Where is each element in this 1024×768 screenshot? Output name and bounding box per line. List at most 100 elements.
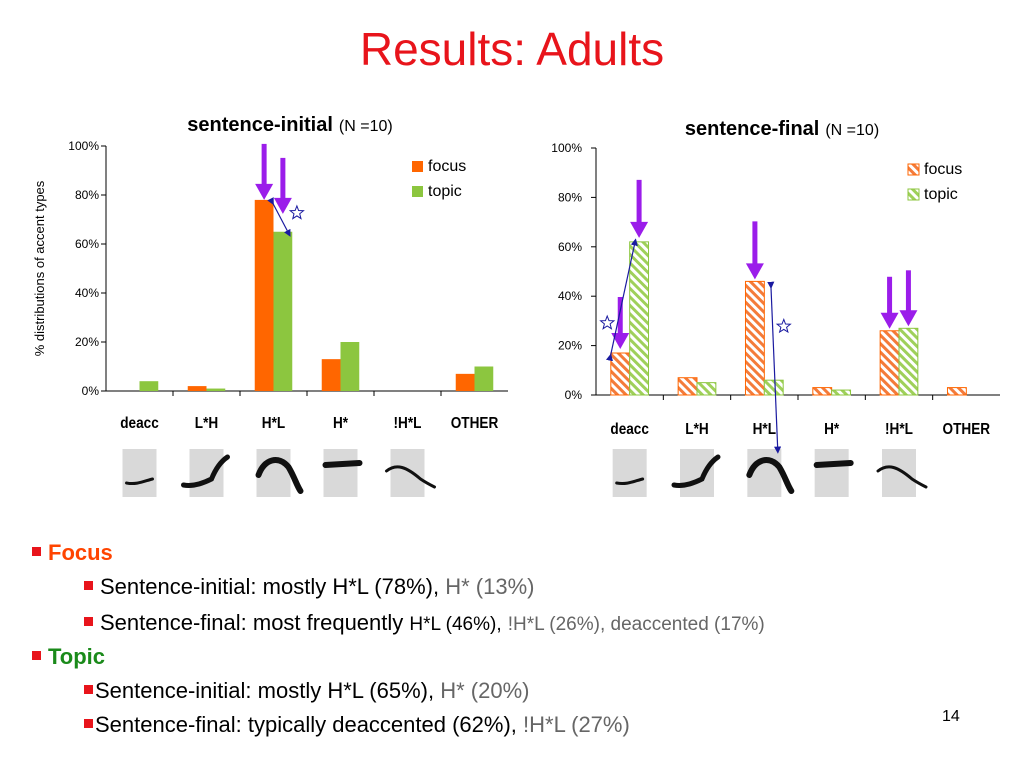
- bar-focus-H*L: [744, 280, 765, 396]
- bar-topic-deacc: [139, 381, 159, 391]
- x-tick-label: H*L: [753, 421, 776, 438]
- pitch-contour-icon: [181, 454, 230, 488]
- pitch-contour-icon: [813, 460, 854, 468]
- contour-box: [189, 449, 224, 497]
- bar-topic-deacc: [629, 241, 650, 396]
- contour-box: [390, 449, 425, 497]
- bullet-focus: Focus: [32, 540, 113, 566]
- topic-initial-minor: H* (20%): [440, 678, 530, 703]
- pitch-contour-icon: [255, 457, 304, 494]
- contour-box: [323, 449, 358, 497]
- chart-title-main: sentence-final: [685, 118, 819, 140]
- focus-initial-main: Sentence-initial: mostly H*L (78%),: [100, 574, 440, 599]
- pitch-contour-icon: [876, 465, 928, 489]
- x-tick-label: !H*L: [394, 415, 422, 432]
- chart-sentence-final: sentence-final (N =10) 0% 20% 40% 60% 80% 100% d…: [551, 118, 1000, 497]
- bar-topic-H*L: [763, 379, 784, 396]
- pitch-contour-icon: [671, 454, 721, 488]
- bullet-square-icon: [84, 684, 93, 694]
- highlight-arrow-icon: [630, 221, 649, 238]
- topic-final-main: Sentence-final: typically deaccented (62…: [95, 712, 517, 737]
- pitch-contour-icon: [385, 465, 436, 489]
- contour-box: [882, 449, 916, 497]
- bar-focus-H*: [321, 359, 341, 391]
- y-tick-label: 20%: [558, 339, 582, 353]
- x-tick-label: H*: [333, 415, 348, 432]
- x-tick-label: deacc: [120, 415, 159, 432]
- focus-final-minor: !H*L (26%), deaccented (17%): [507, 614, 765, 635]
- y-tick-label: 0%: [82, 384, 100, 398]
- x-tick-label: deacc: [610, 421, 649, 438]
- bar-focus-H*L: [254, 199, 274, 391]
- x-tick-label: !H*L: [885, 421, 913, 438]
- y-tick-label: 0%: [565, 388, 583, 402]
- bar-focus-deacc: [610, 352, 631, 396]
- legend-swatch-focus: [907, 163, 920, 176]
- focus-initial-minor: H* (13%): [445, 574, 535, 599]
- bar-topic-H*: [340, 342, 360, 391]
- y-tick-label: 100%: [551, 141, 582, 155]
- y-tick-label: 60%: [75, 237, 99, 251]
- page-number: 14: [942, 708, 960, 725]
- focus-final-main: Sentence-final: most frequently: [100, 610, 404, 635]
- topic-final-minor: !H*L (27%): [523, 712, 630, 737]
- difference-connector: [767, 281, 782, 454]
- x-tick-label: OTHER: [451, 415, 499, 432]
- contour-box: [122, 449, 157, 497]
- highlight-arrow-icon: [899, 310, 918, 327]
- pitch-contour-icon: [125, 477, 154, 485]
- legend-label-topic: topic: [428, 183, 462, 200]
- y-tick-label: 20%: [75, 335, 99, 349]
- bar-focus-L*H: [187, 386, 207, 391]
- contour-box: [612, 449, 647, 497]
- bullet-focus-final: Sentence-final: most frequently H*L (46%…: [84, 610, 765, 636]
- y-tick-label: 40%: [558, 289, 582, 303]
- legend-swatch-topic: [412, 186, 423, 197]
- bar-topic-L*H: [696, 382, 717, 396]
- x-tick-label: H*L: [262, 415, 285, 432]
- chart-title-main: sentence-initial: [187, 114, 333, 136]
- chart-title-n: (N =10): [339, 118, 393, 135]
- slide-title: Results: Adults: [359, 23, 665, 75]
- focus-label: Focus: [48, 540, 113, 565]
- bar-focus-L*H: [677, 377, 698, 396]
- chart-title-n: (N =10): [825, 122, 879, 139]
- topic-initial-main: Sentence-initial: mostly H*L (65%),: [95, 678, 435, 703]
- bullet-square-icon: [84, 718, 93, 728]
- bullet-focus-initial: Sentence-initial: mostly H*L (78%), H* (…: [84, 574, 534, 600]
- bar-topic-H*: [831, 389, 852, 396]
- star-icon: [599, 314, 616, 330]
- bar-focus-!H*L: [879, 330, 900, 396]
- charts-canvas: sentence-initial (N =10) % distributions o…: [32, 114, 1000, 497]
- star-icon: [288, 204, 305, 220]
- highlight-arrow-icon: [880, 312, 899, 329]
- x-tick-label: L*H: [685, 421, 708, 438]
- x-tick-label: OTHER: [943, 421, 991, 438]
- x-tick-label: H*: [824, 421, 839, 438]
- bar-focus-OTHER: [946, 387, 967, 396]
- legend-label-topic: topic: [924, 186, 958, 203]
- y-tick-label: 60%: [558, 240, 582, 254]
- chart-title: sentence-final (N =10): [685, 118, 879, 140]
- bullet-topic-initial: Sentence-initial: mostly H*L (65%), H* (…: [84, 678, 529, 704]
- difference-connector: [267, 197, 291, 237]
- y-axis-label: % distributions of accent types: [32, 180, 47, 356]
- bullet-square-icon: [32, 650, 41, 660]
- legend-label-focus: focus: [924, 161, 962, 178]
- bullet-topic-final: Sentence-final: typically deaccented (62…: [84, 712, 630, 738]
- legend-label-focus: focus: [428, 158, 466, 175]
- bar-topic-L*H: [206, 388, 226, 391]
- highlight-arrow-icon: [255, 183, 274, 200]
- pitch-contour-icon: [322, 460, 363, 468]
- bullet-square-icon: [32, 546, 41, 556]
- legend-swatch-focus: [412, 161, 423, 172]
- bar-topic-OTHER: [474, 366, 494, 391]
- y-tick-label: 40%: [75, 286, 99, 300]
- bar-focus-OTHER: [455, 373, 475, 391]
- y-tick-label: 80%: [558, 190, 582, 204]
- bar-topic-!H*L: [898, 327, 919, 396]
- highlight-arrow-icon: [745, 263, 764, 280]
- contour-box: [680, 449, 714, 497]
- y-tick-label: 100%: [68, 139, 99, 153]
- pitch-contour-icon: [615, 477, 645, 485]
